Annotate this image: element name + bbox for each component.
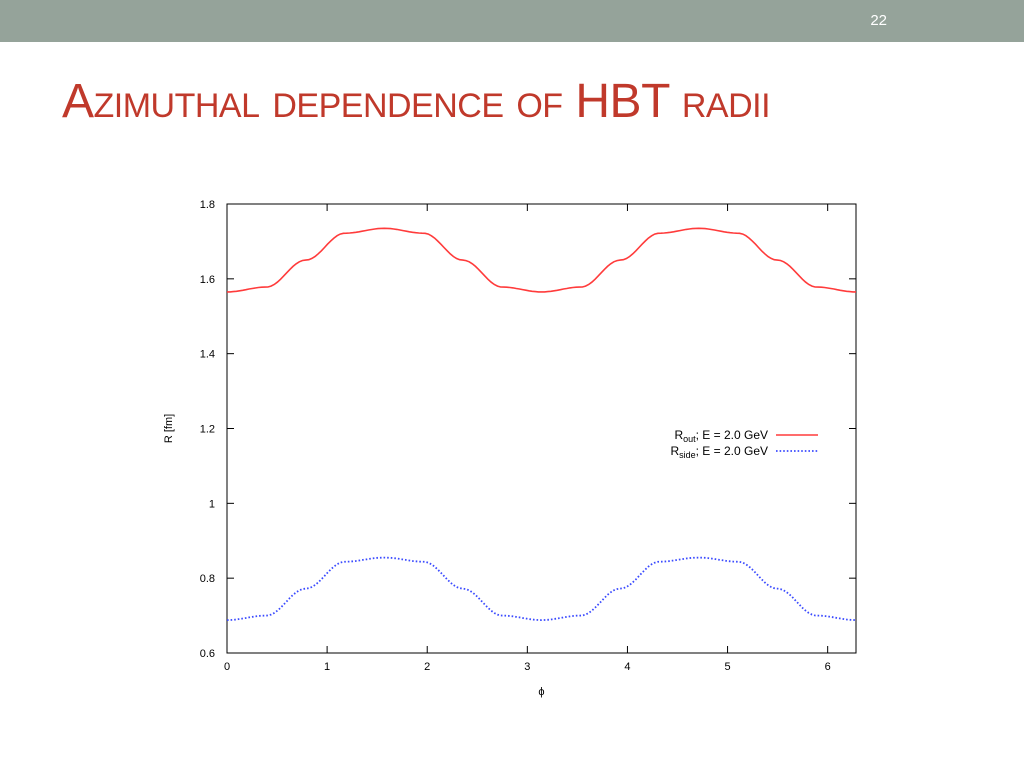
y-tick-label: 0.6 xyxy=(200,648,215,660)
slide-number: 22 xyxy=(870,12,887,29)
y-tick-label: 1.8 xyxy=(200,199,215,211)
legend-label-sub: out xyxy=(683,434,696,444)
x-tick-label: 6 xyxy=(825,661,831,673)
x-tick-label: 5 xyxy=(724,661,730,673)
y-axis-label: R [fm] xyxy=(163,414,175,443)
y-tick-label: 0.8 xyxy=(200,573,215,585)
legend-label-main: R xyxy=(670,444,679,458)
x-tick-label: 2 xyxy=(424,661,430,673)
legend-entry-rside: Rside; E = 2.0 GeV xyxy=(670,444,768,460)
y-tick-label: 1.2 xyxy=(200,424,215,436)
legend-label-rest: ; E = 2.0 GeV xyxy=(696,444,768,458)
legend-entry-rout: Rout; E = 2.0 GeV xyxy=(674,428,768,444)
legend-label-sub: side xyxy=(679,450,696,460)
legend-label-rest: ; E = 2.0 GeV xyxy=(696,428,768,442)
y-tick-label: 1.4 xyxy=(200,349,215,361)
top-bar: 22 xyxy=(0,0,1024,42)
series-rside-line xyxy=(226,556,857,622)
x-tick-label: 0 xyxy=(224,661,230,673)
slide-title: Azimuthal dependence of HBT radii xyxy=(62,75,771,128)
y-tick-label: 1.6 xyxy=(200,274,215,286)
x-axis-label: ϕ xyxy=(538,686,544,698)
legend-label-main: R xyxy=(674,428,683,442)
series-rout-line xyxy=(227,227,856,293)
x-tick-label: 4 xyxy=(624,661,630,673)
x-tick-label: 3 xyxy=(524,661,530,673)
x-tick-label: 1 xyxy=(324,661,330,673)
y-tick-label: 1 xyxy=(209,498,215,510)
